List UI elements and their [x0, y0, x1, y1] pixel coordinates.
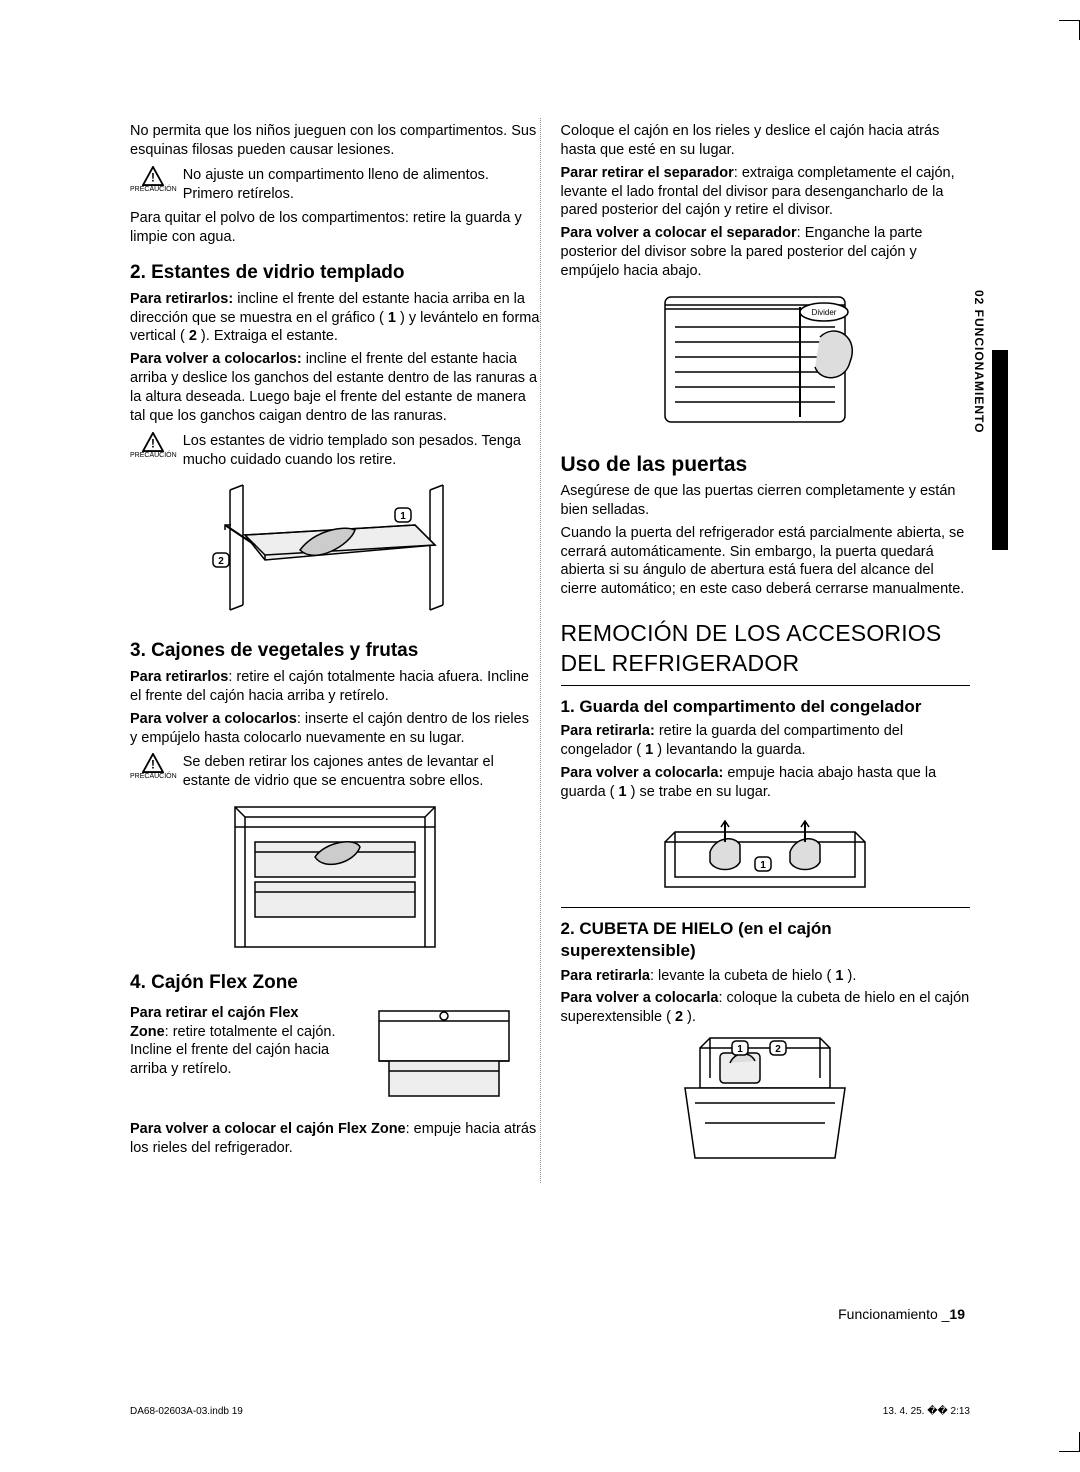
svg-text:!: ! — [151, 170, 155, 184]
warning-icon: ! PRECAUCIÓN — [130, 166, 177, 193]
section-3-p1: Para retirarlos: retire el cajón totalme… — [130, 668, 540, 706]
left-column: No permita que los niños jueguen con los… — [130, 118, 541, 1183]
doors-p1: Asegúrese de que las puertas cierren com… — [561, 482, 971, 520]
intro-text-1: No permita que los niños jueguen con los… — [130, 122, 540, 160]
svg-text:!: ! — [151, 436, 155, 450]
figure-divider: Divider — [561, 287, 971, 437]
divider-line — [561, 685, 971, 686]
doors-p2: Cuando la puerta del refrigerador está p… — [561, 524, 971, 599]
section-4-row: Para retirar el cajón Flex Zone: retire … — [130, 1000, 540, 1116]
crop-mark-bottom — [0, 1432, 1080, 1452]
section-2-p1: Para retirarlos: incline el frente del e… — [130, 290, 540, 347]
right-column: Coloque el cajón en los rieles y deslice… — [561, 118, 971, 1183]
g2-p1: Para retirarla: levante la cubeta de hie… — [561, 967, 971, 986]
g1-title: 1. Guarda del compartimento del congelad… — [561, 696, 971, 718]
section-4-title: 4. Cajón Flex Zone — [130, 971, 540, 996]
right-p3: Para volver a colocar el separador: Enga… — [561, 224, 971, 281]
footer-meta: DA68-02603A-03.indb 19 13. 4. 25. �� 2:1… — [130, 1406, 970, 1417]
caution-label: PRECAUCIÓN — [130, 452, 177, 459]
warning-icon: ! PRECAUCIÓN — [130, 432, 177, 459]
svg-text:2: 2 — [218, 556, 224, 567]
crop-mark-top — [0, 20, 1080, 40]
intro-text-2: Para quitar el polvo de los compartiment… — [130, 209, 540, 247]
figure-drawers — [130, 797, 540, 957]
svg-text:Divider: Divider — [812, 308, 837, 317]
side-tab: 02 FUNCIONAMIENTO — [972, 290, 990, 560]
g1-p1: Para retirarla: retire la guarda del com… — [561, 722, 971, 760]
content-columns: No permita que los niños jueguen con los… — [130, 118, 970, 1183]
g2-title: 2. CUBETA DE HIELO (en el cajón superext… — [561, 918, 971, 962]
section-4-p1: Para retirar el cajón Flex Zone: retire … — [130, 1004, 339, 1079]
figure-flexzone — [349, 1006, 539, 1106]
svg-text:1: 1 — [737, 1044, 743, 1055]
figure-shelf: 1 2 — [130, 475, 540, 625]
figure-ice-bucket: 1 2 — [561, 1033, 971, 1173]
caution-text-3: Se deben retirar los cajones antes de le… — [183, 753, 540, 791]
doc-code: DA68-02603A-03.indb 19 — [130, 1406, 243, 1417]
section-2-p2: Para volver a colocarlos: incline el fre… — [130, 350, 540, 425]
g1-p2: Para volver a colocarla: empuje hacia ab… — [561, 764, 971, 802]
doors-title: Uso de las puertas — [561, 451, 971, 478]
timestamp: 13. 4. 25. �� 2:13 — [883, 1406, 970, 1417]
caution-block-3: ! PRECAUCIÓN Se deben retirar los cajone… — [130, 753, 540, 791]
warning-icon: ! PRECAUCIÓN — [130, 753, 177, 780]
caution-block-2: ! PRECAUCIÓN Los estantes de vidrio temp… — [130, 432, 540, 470]
section-4-p2: Para volver a colocar el cajón Flex Zone… — [130, 1120, 540, 1158]
section-4-text: Para retirar el cajón Flex Zone: retire … — [130, 1000, 339, 1116]
caution-text-2: Los estantes de vidrio templado son pesa… — [183, 432, 540, 470]
divider-line-2 — [561, 907, 971, 908]
page: 02 FUNCIONAMIENTO No permita que los niñ… — [0, 0, 1080, 1472]
caution-block-1: ! PRECAUCIÓN No ajuste un compartimento … — [130, 166, 540, 204]
side-tab-label: 02 FUNCIONAMIENTO — [972, 290, 986, 433]
section-2-title: 2. Estantes de vidrio templado — [130, 261, 540, 286]
section-3-p2: Para volver a colocarlos: inserte el caj… — [130, 710, 540, 748]
svg-text:!: ! — [151, 758, 155, 772]
page-footer-right: Funcionamiento _19 — [838, 1306, 965, 1322]
svg-text:2: 2 — [775, 1044, 781, 1055]
side-tab-bar — [992, 350, 1008, 550]
figure-guard: 1 — [561, 807, 971, 897]
caution-text-1: No ajuste un compartimento lleno de alim… — [183, 166, 540, 204]
section-3-title: 3. Cajones de vegetales y frutas — [130, 639, 540, 664]
right-p2: Parar retirar el separador: extraiga com… — [561, 164, 971, 221]
svg-text:1: 1 — [760, 860, 766, 871]
right-p1: Coloque el cajón en los rieles y deslice… — [561, 122, 971, 160]
caution-label: PRECAUCIÓN — [130, 773, 177, 780]
caution-label: PRECAUCIÓN — [130, 186, 177, 193]
major-title: REMOCIÓN DE LOS ACCESORIOS DEL REFRIGERA… — [561, 619, 971, 679]
g2-p2: Para volver a colocarla: coloque la cube… — [561, 989, 971, 1027]
svg-text:1: 1 — [400, 511, 406, 522]
